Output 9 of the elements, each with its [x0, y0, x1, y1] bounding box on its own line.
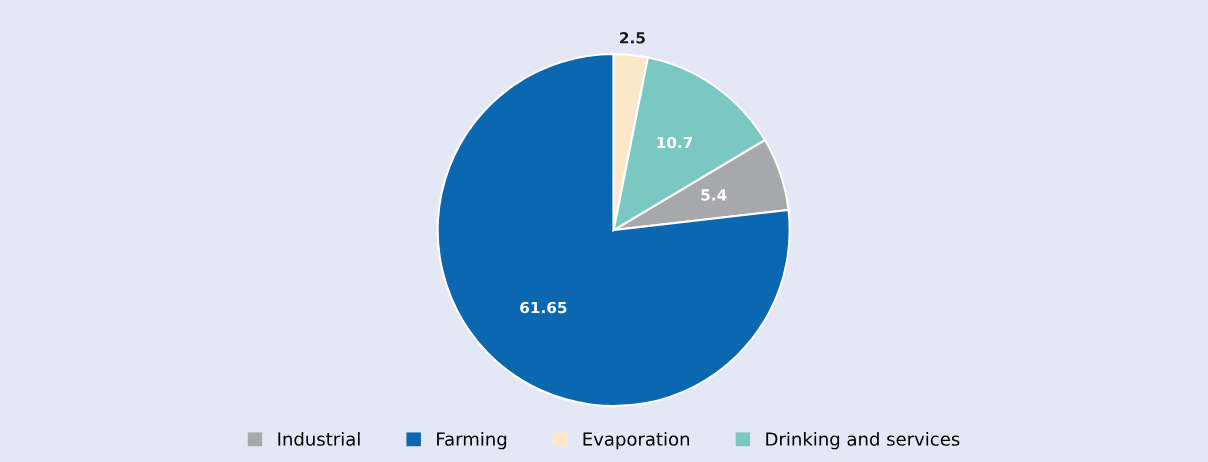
pie-slice [436, 53, 791, 408]
data-label: 10.7 [657, 136, 693, 149]
data-label: 5.4 [701, 189, 727, 201]
legend-label: Evaporation [583, 431, 689, 450]
legend-label: Farming [437, 431, 507, 450]
legend-label: Industrial [278, 431, 360, 446]
data-label: 61.65 [520, 301, 567, 314]
legend-label: Drinking and services [766, 431, 960, 450]
data-label: 2.5 [620, 32, 645, 44]
